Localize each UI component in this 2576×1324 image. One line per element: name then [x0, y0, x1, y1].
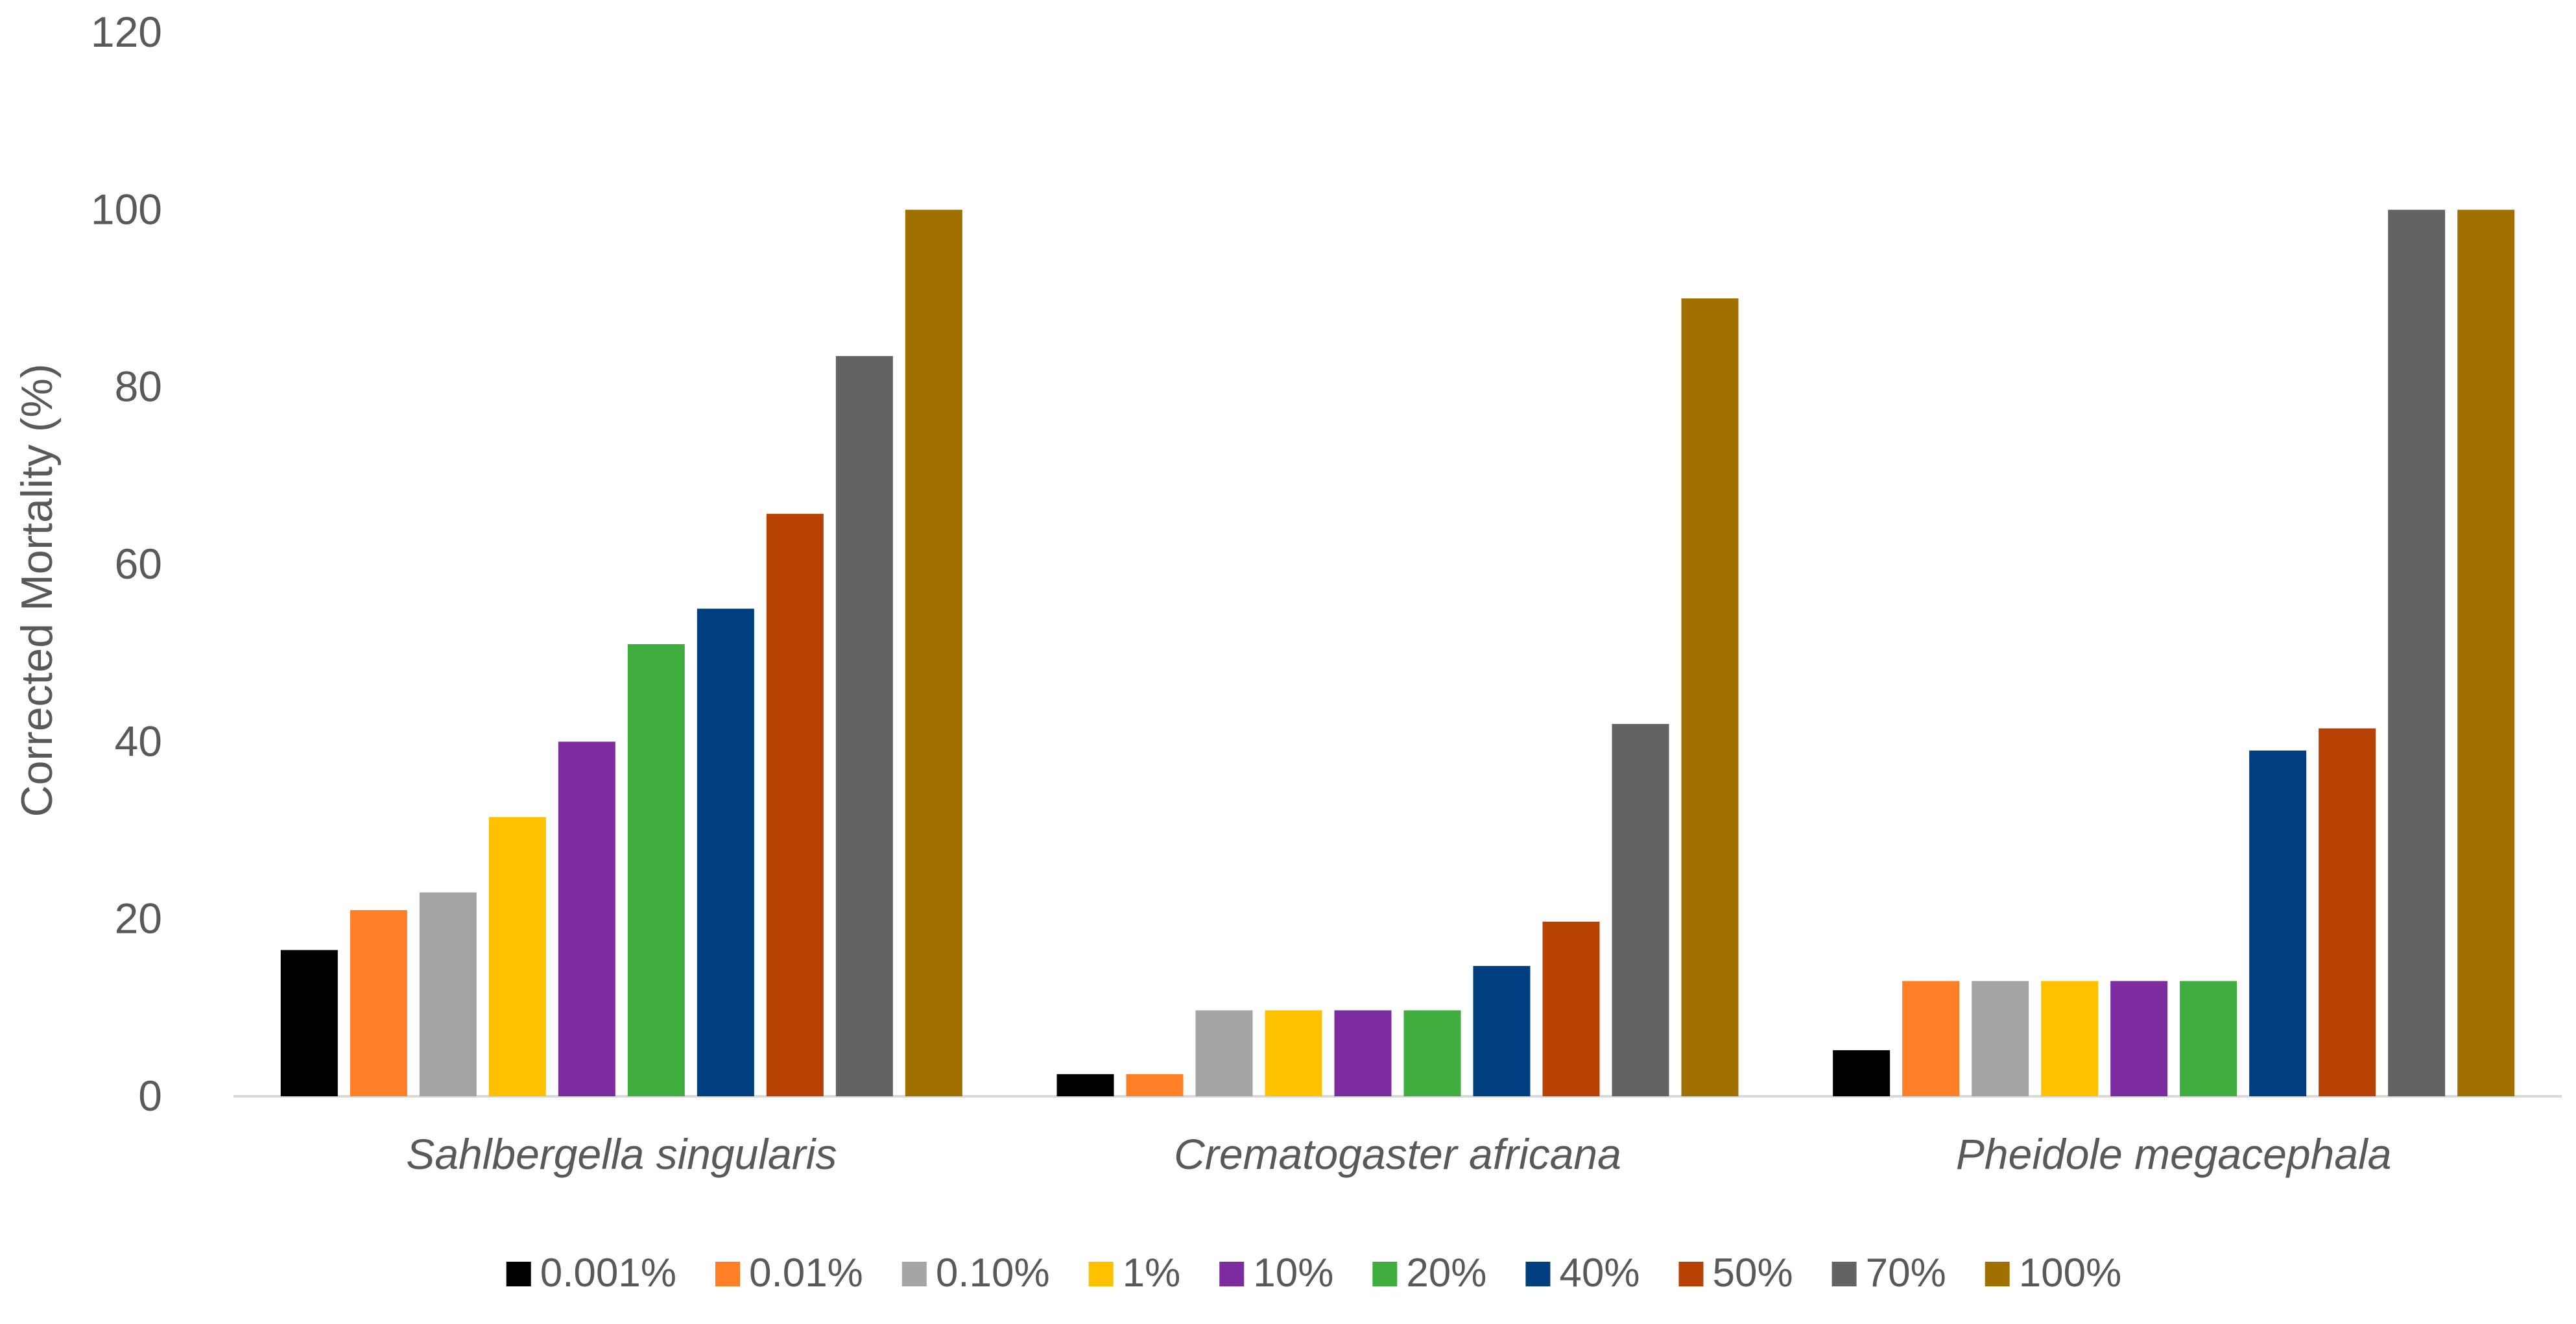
- bar: [766, 514, 824, 1096]
- bar: [350, 910, 407, 1096]
- bar: [1056, 1074, 1114, 1096]
- bar: [2457, 210, 2515, 1096]
- legend-swatch: [1831, 1262, 1857, 1286]
- x-category-label: Crematogaster africana: [1174, 1130, 1621, 1178]
- bar: [419, 892, 477, 1096]
- bar: [1612, 724, 1669, 1096]
- y-tick-label: 80: [115, 363, 162, 411]
- legend-swatch: [1372, 1262, 1398, 1286]
- bar: [835, 355, 893, 1097]
- bar: [2041, 981, 2099, 1096]
- x-category-label: Pheidole megacephala: [1956, 1130, 2392, 1178]
- bar: [1126, 1074, 1184, 1096]
- bar: [2319, 728, 2376, 1096]
- bars: [280, 210, 2515, 1097]
- bar: [2180, 981, 2237, 1096]
- y-tick-label: 60: [115, 540, 162, 588]
- bar: [2110, 981, 2168, 1096]
- y-tick-label: 0: [138, 1072, 162, 1120]
- bar: [280, 950, 338, 1096]
- bar: [1195, 1010, 1253, 1096]
- legend-label: 100%: [2019, 1251, 2122, 1295]
- bar: [697, 608, 754, 1096]
- y-axis-title: Corrected Mortality (%): [12, 363, 62, 817]
- category-labels: Sahlbergella singularis Crematogaster afr…: [406, 1130, 2391, 1178]
- legend-label: 0.001%: [540, 1251, 676, 1295]
- legend-swatch: [1525, 1262, 1551, 1286]
- legend-swatch: [1985, 1262, 2010, 1286]
- legend-swatch: [1088, 1262, 1114, 1286]
- bar: [1265, 1010, 1322, 1096]
- bar: [1403, 1010, 1461, 1096]
- legend-label: 40%: [1559, 1251, 1640, 1295]
- legend-label: 20%: [1406, 1251, 1486, 1295]
- legend-swatch: [1678, 1262, 1704, 1286]
- legend-swatch: [901, 1262, 927, 1286]
- y-axis-ticks: 0 20 40 60 80 100 120: [91, 8, 162, 1120]
- legend-swatch: [715, 1262, 740, 1286]
- bar: [627, 644, 685, 1096]
- legend-label: 0.10%: [936, 1251, 1050, 1295]
- y-tick-label: 100: [91, 185, 162, 233]
- bar: [488, 817, 546, 1096]
- legend-label: 0.01%: [749, 1251, 863, 1295]
- legend-label: 70%: [1866, 1251, 1946, 1295]
- y-tick-label: 40: [115, 717, 162, 765]
- bar: [1542, 921, 1600, 1096]
- x-category-label: Sahlbergella singularis: [406, 1130, 837, 1178]
- legend: 0.001% 0.01% 0.10% 1% 10% 20% 40% 50% 70% 100%: [506, 1251, 2122, 1295]
- bar: [1473, 966, 1531, 1096]
- y-tick-label: 20: [115, 895, 162, 943]
- bar: [2249, 751, 2307, 1096]
- bar: [905, 210, 962, 1096]
- legend-label: 50%: [1713, 1251, 1793, 1295]
- legend-swatch: [506, 1262, 531, 1286]
- bar: [1681, 298, 1739, 1096]
- legend-label: 10%: [1253, 1251, 1333, 1295]
- bar: [1833, 1050, 1890, 1096]
- bar: [1334, 1010, 1392, 1096]
- legend-label: 1%: [1123, 1251, 1181, 1295]
- bar: [2388, 210, 2446, 1096]
- y-tick-label: 120: [91, 8, 162, 56]
- bar: [1902, 981, 1960, 1096]
- legend-swatch: [1219, 1262, 1245, 1286]
- bar: [558, 741, 615, 1096]
- bar: [1972, 981, 2029, 1096]
